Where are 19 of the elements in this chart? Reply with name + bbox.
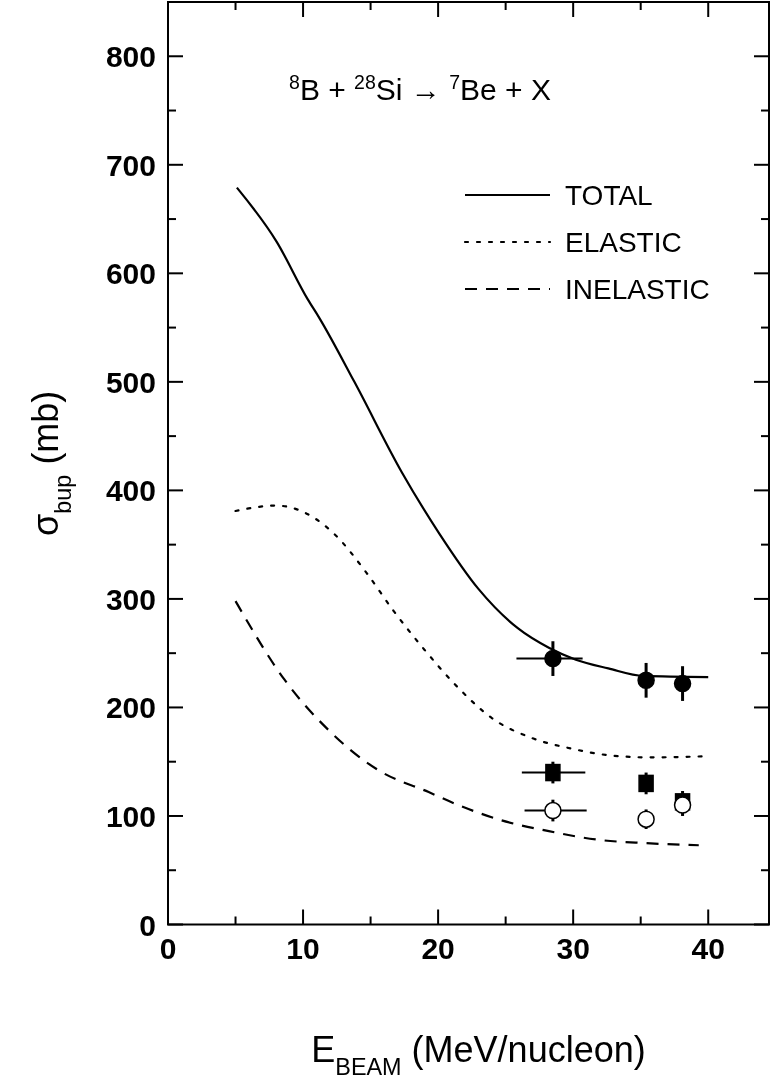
annotation: $^{8}$B + $^{28}$Si → $^{7}$Be + X: [289, 71, 551, 106]
x-tick-label: 0: [159, 931, 177, 965]
y-tick-label: 400: [105, 474, 156, 508]
y-tick-label: 600: [105, 257, 156, 291]
y-tick-label: 0: [139, 908, 156, 942]
x-tick-label: 30: [556, 931, 590, 965]
legend-label: ELASTIC: [565, 227, 682, 258]
y-tick-label: 100: [105, 799, 156, 833]
x-tick-label: 10: [286, 931, 320, 965]
y-tick-label: 800: [105, 40, 156, 74]
x-tick-label: 20: [421, 931, 455, 965]
y-tick-label: 700: [105, 148, 156, 182]
x-tick-label: 40: [691, 931, 725, 965]
y-tick-label: 200: [105, 691, 156, 725]
y-tick-label: 300: [105, 582, 156, 616]
y-tick-label: 500: [105, 365, 156, 399]
legend-label: TOTAL: [565, 180, 653, 211]
legend-label: INELASTIC: [565, 274, 710, 305]
x-axis-title: E$_{BEAM}$ (MeV/nucleon): [311, 1029, 646, 1078]
